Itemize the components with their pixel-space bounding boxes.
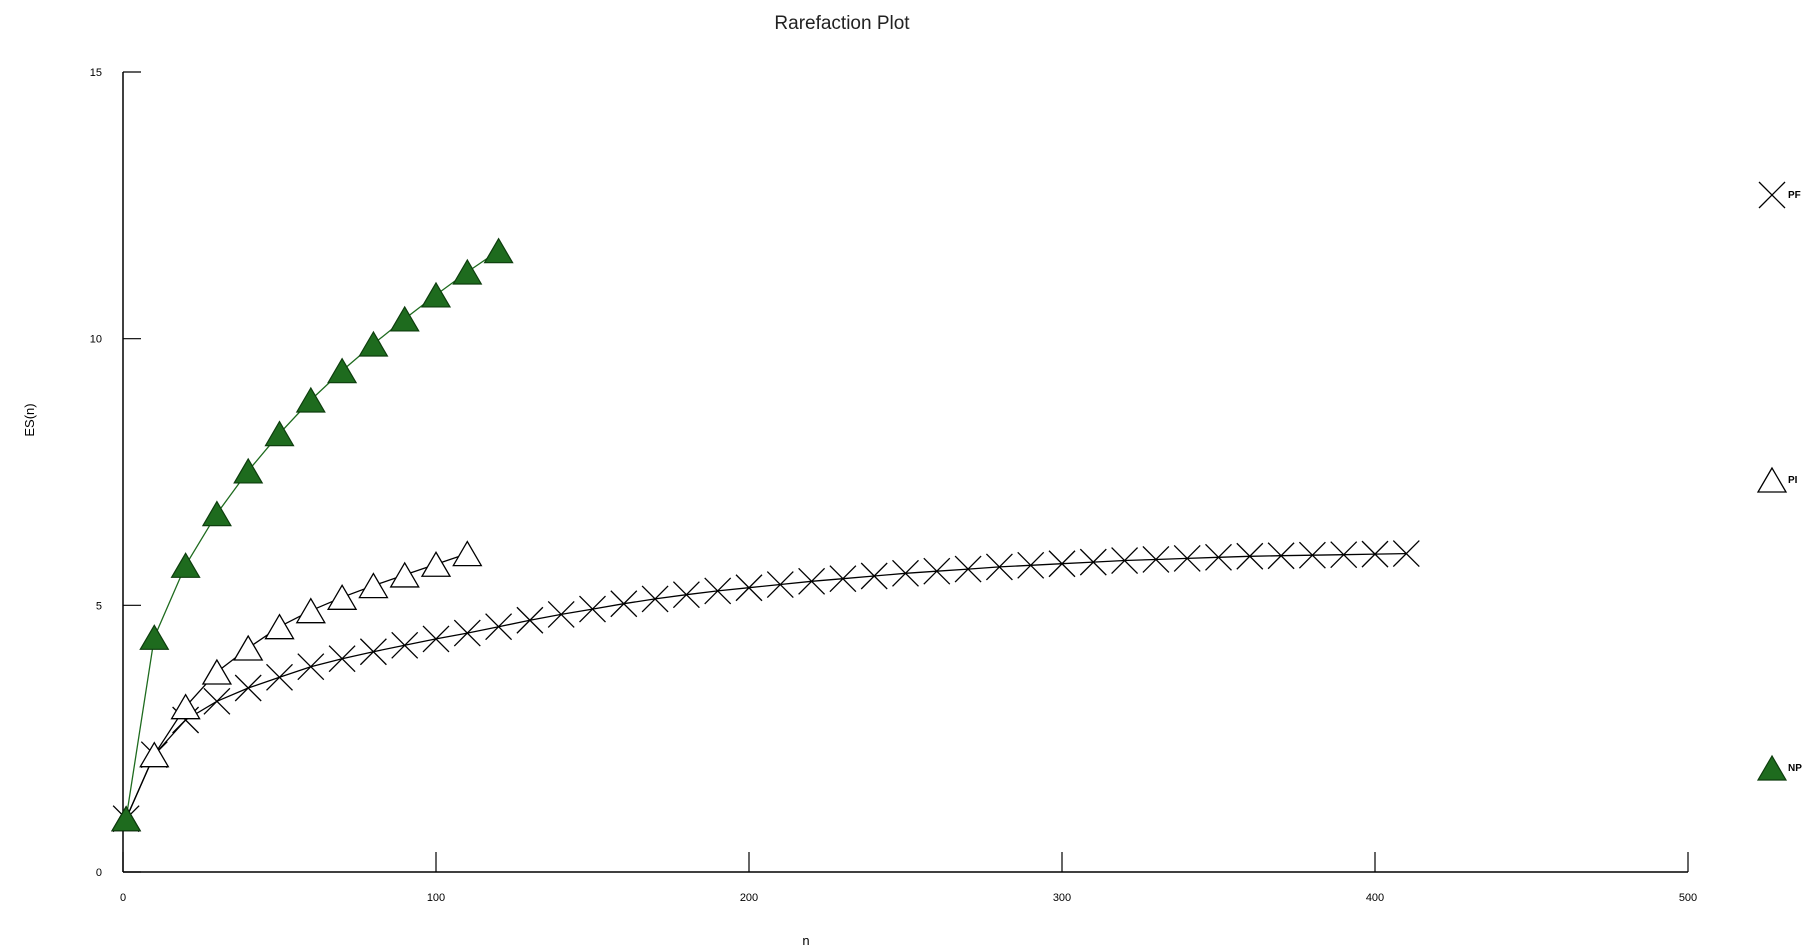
legend-label-np: NP <box>1788 763 1802 774</box>
series-pf-point <box>391 631 419 659</box>
series-pf-point <box>422 625 450 653</box>
series-np-point <box>295 386 326 413</box>
series-pi-point <box>295 597 326 624</box>
series-pf-point <box>516 606 544 634</box>
legend-item-pi: PI <box>1756 466 1798 493</box>
series-pi-point <box>139 741 170 768</box>
series-np-point <box>358 330 389 357</box>
series-np-point <box>201 500 232 527</box>
series-pf-point <box>672 581 700 609</box>
series-np-point <box>170 552 201 578</box>
series-pf-point <box>1267 542 1295 570</box>
y-tick-label: 5 <box>96 600 102 612</box>
series-pi-point <box>233 634 264 661</box>
y-tick-label: 10 <box>90 334 102 346</box>
series-pi-point <box>420 550 452 577</box>
series-np-point <box>327 357 358 384</box>
series-pf-point <box>860 562 888 590</box>
series-pf-point <box>829 565 857 593</box>
series-pf-point <box>1079 548 1107 576</box>
series-pf-point <box>234 674 262 702</box>
series-pf-point <box>923 557 951 585</box>
chart-title: Rarefaction Plot <box>774 13 910 34</box>
series-pf-point <box>1361 540 1389 568</box>
series-pf-point <box>704 577 732 605</box>
series-pi-point <box>452 540 483 567</box>
series-np-point <box>111 805 142 832</box>
series-pf-point <box>203 687 231 715</box>
series-np-point <box>483 237 514 264</box>
legend-item-np: NP <box>1756 754 1802 781</box>
series-pf-point <box>579 595 606 623</box>
series-pf-point <box>1142 546 1170 573</box>
x-tick-label: 300 <box>1053 892 1071 904</box>
series-np-line <box>125 250 499 819</box>
legend-label-pi: PI <box>1788 475 1798 486</box>
series-np <box>111 237 514 832</box>
series-np-point <box>264 420 295 447</box>
series-pf-point <box>1330 541 1358 569</box>
series-np-point <box>420 281 452 308</box>
series-pi-line <box>125 552 468 819</box>
series-pf-point <box>641 585 669 613</box>
series-pf-point <box>766 571 794 598</box>
series-pf-point <box>359 638 387 666</box>
series-pf-point <box>610 590 638 618</box>
series-pf <box>112 540 1420 833</box>
series-pi-point <box>326 584 358 610</box>
series-pi-point <box>358 572 389 599</box>
legend-marker-np <box>1756 754 1788 781</box>
series-pf-point <box>1298 541 1326 569</box>
y-tick-label: 0 <box>96 867 102 879</box>
series-pf-point <box>297 653 325 681</box>
series-pf-point <box>1205 543 1232 571</box>
series-pf-point <box>1017 551 1045 579</box>
series-pi-point <box>201 658 233 685</box>
series-pf-line <box>125 552 1407 819</box>
series-pf-point <box>1236 542 1264 570</box>
series-pf-point <box>1392 540 1420 568</box>
legend-marker-pi <box>1756 466 1788 493</box>
x-tick-label: 400 <box>1366 892 1384 904</box>
series-pf-point <box>735 574 763 602</box>
y-axis-label: ES(n) <box>22 403 37 436</box>
series-np-point <box>139 624 170 650</box>
legend: PF PI NP <box>1756 181 1802 781</box>
series-pi-point <box>170 693 201 720</box>
legend-marker-pf <box>1758 181 1786 209</box>
plot-area <box>110 237 1420 833</box>
x-tick-label: 0 <box>120 892 126 904</box>
y-tick-label: 15 <box>90 67 102 79</box>
legend-item-pf: PF <box>1758 181 1801 209</box>
series-pf-point <box>328 645 356 673</box>
series-pi <box>110 540 483 832</box>
series-pf-point <box>547 600 575 628</box>
x-axis-label: n <box>802 933 809 948</box>
x-tick-label: 500 <box>1679 892 1697 904</box>
legend-label-pf: PF <box>1788 190 1801 201</box>
series-pf-point <box>985 553 1013 581</box>
series-pf-point <box>892 559 919 587</box>
series-pf-point <box>798 567 826 595</box>
series-pf-point <box>485 613 513 641</box>
series-pi-point <box>264 613 295 640</box>
axes: 0 100 200 300 400 500 0 5 10 15 <box>90 67 1697 904</box>
x-tick-label: 100 <box>427 892 445 904</box>
series-pf-point <box>1048 550 1076 578</box>
series-np-point <box>233 457 264 484</box>
series-np-point <box>452 258 483 285</box>
series-pf-point <box>266 663 293 691</box>
series-pf-point <box>1173 544 1201 572</box>
series-pf-point <box>453 619 481 647</box>
series-pf-point <box>954 555 982 583</box>
x-tick-label: 200 <box>740 892 758 904</box>
series-pf-point <box>1111 547 1139 574</box>
series-np-point <box>389 305 420 332</box>
series-pi-point <box>389 561 420 588</box>
